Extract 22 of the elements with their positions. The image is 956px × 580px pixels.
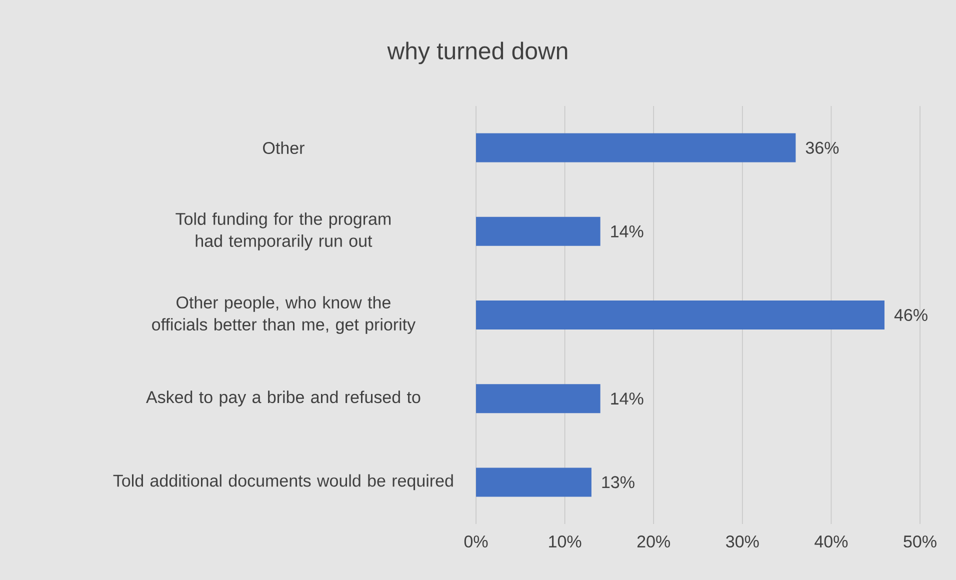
- bar: [476, 468, 592, 497]
- bar: [476, 216, 600, 246]
- y-tick-label: Told additional documents would be required: [113, 474, 453, 490]
- data-label: 13%: [602, 476, 634, 488]
- data-label: 36%: [806, 142, 839, 154]
- bar: [476, 384, 600, 414]
- x-tick-label: 40%: [814, 536, 848, 548]
- y-tick-label: Asked to pay a bribe and refused to: [146, 390, 420, 407]
- x-tick-label: 30%: [726, 536, 759, 548]
- y-tick-label: Told funding for the program had temporarily run out: [176, 212, 391, 250]
- x-tick-label: 20%: [637, 536, 670, 548]
- y-tick-label: Other: [263, 142, 304, 154]
- data-label: 46%: [894, 308, 928, 322]
- chart-title: why turned down: [387, 42, 568, 64]
- x-tick-label: 0%: [464, 536, 488, 548]
- y-tick-label: Other people, who know the officials better than me, get priority: [152, 296, 416, 334]
- data-label: 14%: [611, 225, 644, 238]
- x-tick-label: 50%: [904, 536, 936, 548]
- bar: [476, 133, 796, 162]
- data-label: 14%: [611, 392, 644, 405]
- x-tick-label: 10%: [549, 536, 582, 548]
- bar: [476, 300, 884, 330]
